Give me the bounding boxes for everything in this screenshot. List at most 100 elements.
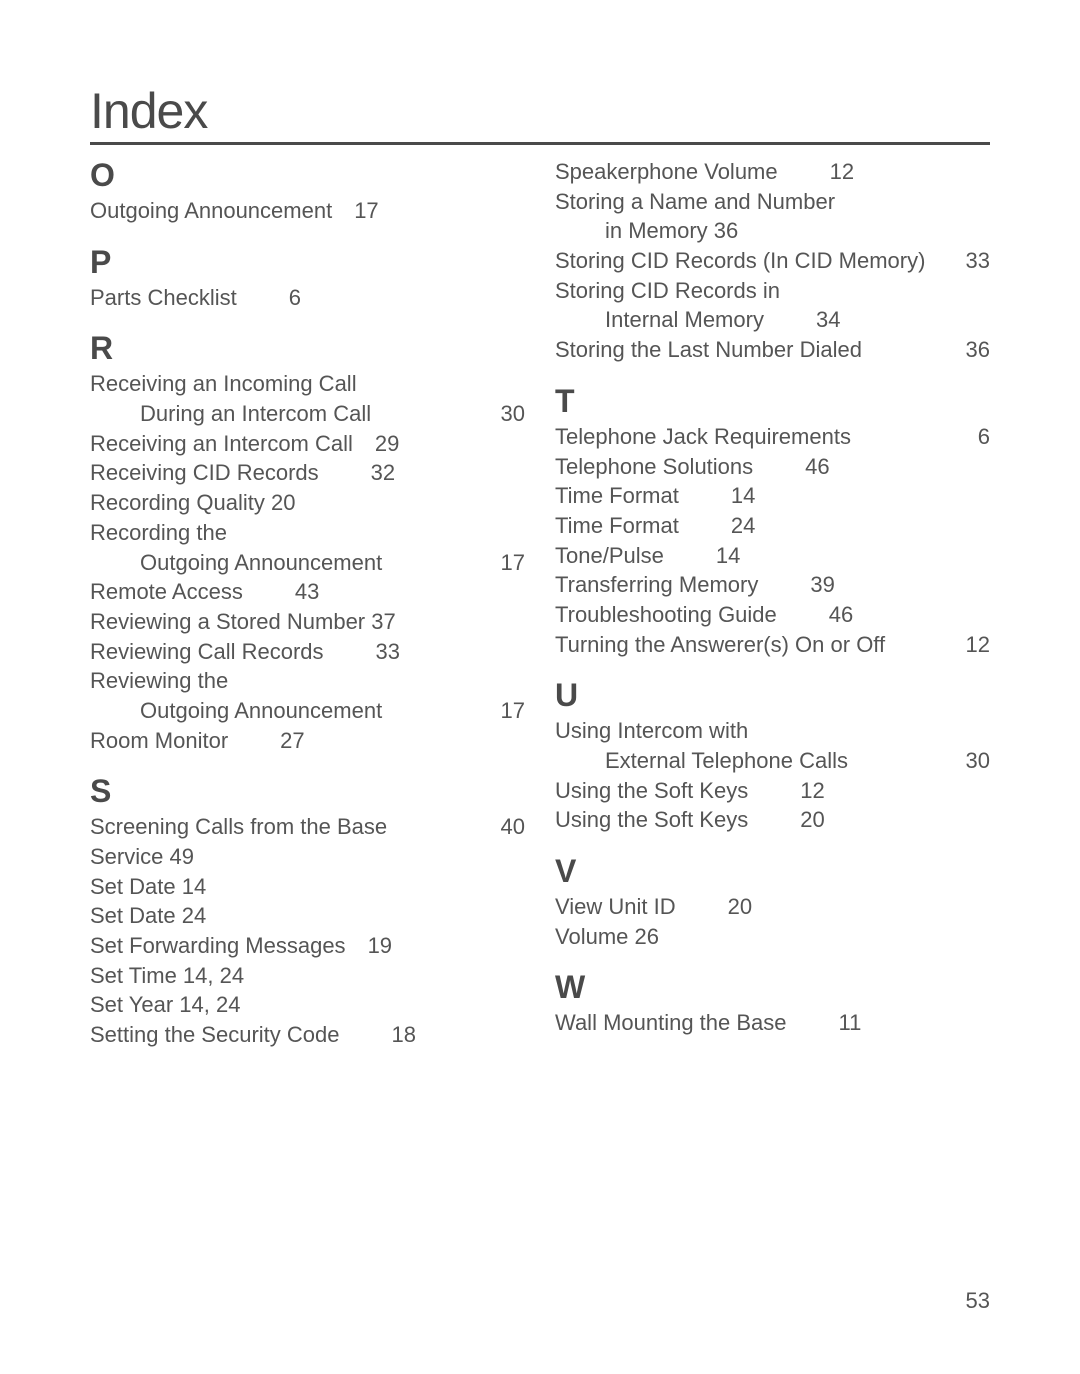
index-entry-page: 30 (489, 399, 525, 429)
index-columns: OOutgoing Announcement17PParts Checklist… (90, 157, 990, 1050)
page-title: Index (90, 82, 990, 145)
index-entry: Storing CID Records (In CID Memory) 33 (555, 246, 990, 276)
index-entry-text: Internal Memory (555, 305, 764, 335)
index-entry: Reviewing a Stored Number 37 (90, 607, 525, 637)
index-entry-page: 29 (353, 429, 399, 459)
index-entry: Using Intercom with (555, 716, 990, 746)
index-entry: Reviewing Call Records33 (90, 637, 525, 667)
index-entry-text: Room Monitor (90, 726, 228, 756)
index-entry-page: 40 (489, 812, 525, 842)
index-entry-text: Receiving an Incoming Call (90, 369, 357, 399)
index-entry-page: 17 (489, 548, 525, 578)
index-entry-text: Set Date 24 (90, 901, 206, 931)
index-entry-page: 32 (319, 458, 395, 488)
index-letter-heading: P (90, 244, 525, 281)
index-entry: Recording the (90, 518, 525, 548)
index-entry: Turning the Answerer(s) On or Off 12 (555, 630, 990, 660)
index-entry: Time Format14 (555, 481, 990, 511)
index-entry: Screening Calls from the Base 40 (90, 812, 525, 842)
index-letter-heading: S (90, 773, 525, 810)
index-entry-page: 6 (966, 422, 990, 452)
index-entry: Set Time 14, 24 (90, 961, 525, 991)
index-entry: Room Monitor27 (90, 726, 525, 756)
index-entry: Troubleshooting Guide46 (555, 600, 990, 630)
index-entry: in Memory 36 (555, 216, 990, 246)
index-entry: Volume 26 (555, 922, 990, 952)
index-entry-text: Time Format (555, 481, 679, 511)
index-entry: Set Forwarding Messages19 (90, 931, 525, 961)
index-entry-text: Remote Access (90, 577, 243, 607)
index-entry-text: Set Time 14, 24 (90, 961, 244, 991)
index-entry-text: Receiving CID Records (90, 458, 319, 488)
index-entry-page: 19 (346, 931, 392, 961)
index-entry-page: 20 (748, 805, 824, 835)
index-entry: Using the Soft Keys12 (555, 776, 990, 806)
index-entry: Outgoing Announcement 17 (90, 548, 525, 578)
index-letter-heading: U (555, 677, 990, 714)
index-entry-text: Reviewing Call Records (90, 637, 324, 667)
index-entry-page: 24 (679, 511, 755, 541)
index-letter-heading: V (555, 853, 990, 890)
index-entry: External Telephone Calls30 (555, 746, 990, 776)
index-entry-page: 39 (758, 570, 834, 600)
index-entry-text: Storing the Last Number Dialed (555, 335, 862, 365)
index-entry: Tone/Pulse14 (555, 541, 990, 571)
index-entry-page: 11 (787, 1008, 862, 1038)
index-entry-text: Troubleshooting Guide (555, 600, 777, 630)
index-entry-text: Receiving an Intercom Call (90, 429, 353, 459)
index-letter-heading: T (555, 383, 990, 420)
index-entry-text: Storing a Name and Number (555, 187, 835, 217)
index-letter-heading: W (555, 969, 990, 1006)
index-entry: Service 49 (90, 842, 525, 872)
index-column-right: Speakerphone Volume12Storing a Name and … (555, 157, 990, 1050)
index-entry: Set Date 14 (90, 872, 525, 902)
index-entry-page: 20 (676, 892, 752, 922)
index-entry-text: Outgoing Announcement (90, 196, 332, 226)
index-entry-page: 33 (954, 246, 990, 276)
index-entry-text: Storing CID Records in (555, 276, 780, 306)
index-entry: Storing a Name and Number (555, 187, 990, 217)
index-entry-page: 14 (664, 541, 740, 571)
index-entry: Parts Checklist6 (90, 283, 525, 313)
index-entry: Storing CID Records in (555, 276, 990, 306)
index-entry-text: Reviewing the (90, 666, 228, 696)
index-entry-page: 12 (954, 630, 990, 660)
index-entry: Setting the Security Code18 (90, 1020, 525, 1050)
index-entry: Receiving an Incoming Call (90, 369, 525, 399)
index-entry: Wall Mounting the Base11 (555, 1008, 990, 1038)
index-entry-page: 36 (954, 335, 990, 365)
index-entry-text: Outgoing Announcement (90, 548, 382, 578)
index-entry-text: During an Intercom Call (90, 399, 371, 429)
index-entry-page: 6 (237, 283, 301, 313)
index-entry-text: Recording the (90, 518, 227, 548)
index-entry: Speakerphone Volume12 (555, 157, 990, 187)
index-entry-text: View Unit ID (555, 892, 676, 922)
index-entry-text: Wall Mounting the Base (555, 1008, 787, 1038)
index-entry-text: Transferring Memory (555, 570, 758, 600)
index-entry: Transferring Memory39 (555, 570, 990, 600)
index-entry: Receiving CID Records32 (90, 458, 525, 488)
index-entry-text: Recording Quality 20 (90, 488, 295, 518)
index-entry-text: External Telephone Calls (555, 746, 848, 776)
index-entry-text: Telephone Jack Requirements (555, 422, 851, 452)
index-entry-page: 12 (748, 776, 824, 806)
index-entry-page: 18 (339, 1020, 415, 1050)
index-entry-text: Screening Calls from the Base (90, 812, 387, 842)
index-entry: Using the Soft Keys20 (555, 805, 990, 835)
index-letter-heading: R (90, 330, 525, 367)
index-entry-text: Storing CID Records (In CID Memory) (555, 246, 925, 276)
index-entry-text: Tone/Pulse (555, 541, 664, 571)
index-entry: Storing the Last Number Dialed 36 (555, 335, 990, 365)
index-column-left: OOutgoing Announcement17PParts Checklist… (90, 157, 525, 1050)
index-entry-text: Turning the Answerer(s) On or Off (555, 630, 885, 660)
index-entry-page: 17 (332, 196, 378, 226)
index-entry: During an Intercom Call 30 (90, 399, 525, 429)
index-letter-heading: O (90, 157, 525, 194)
index-entry-page: 34 (764, 305, 840, 335)
index-entry: Outgoing Announcement17 (90, 196, 525, 226)
index-entry: Telephone Solutions46 (555, 452, 990, 482)
index-entry: Reviewing the (90, 666, 525, 696)
index-entry-text: Using Intercom with (555, 716, 748, 746)
index-entry-page: 14 (679, 481, 755, 511)
index-entry-page: 12 (778, 157, 854, 187)
